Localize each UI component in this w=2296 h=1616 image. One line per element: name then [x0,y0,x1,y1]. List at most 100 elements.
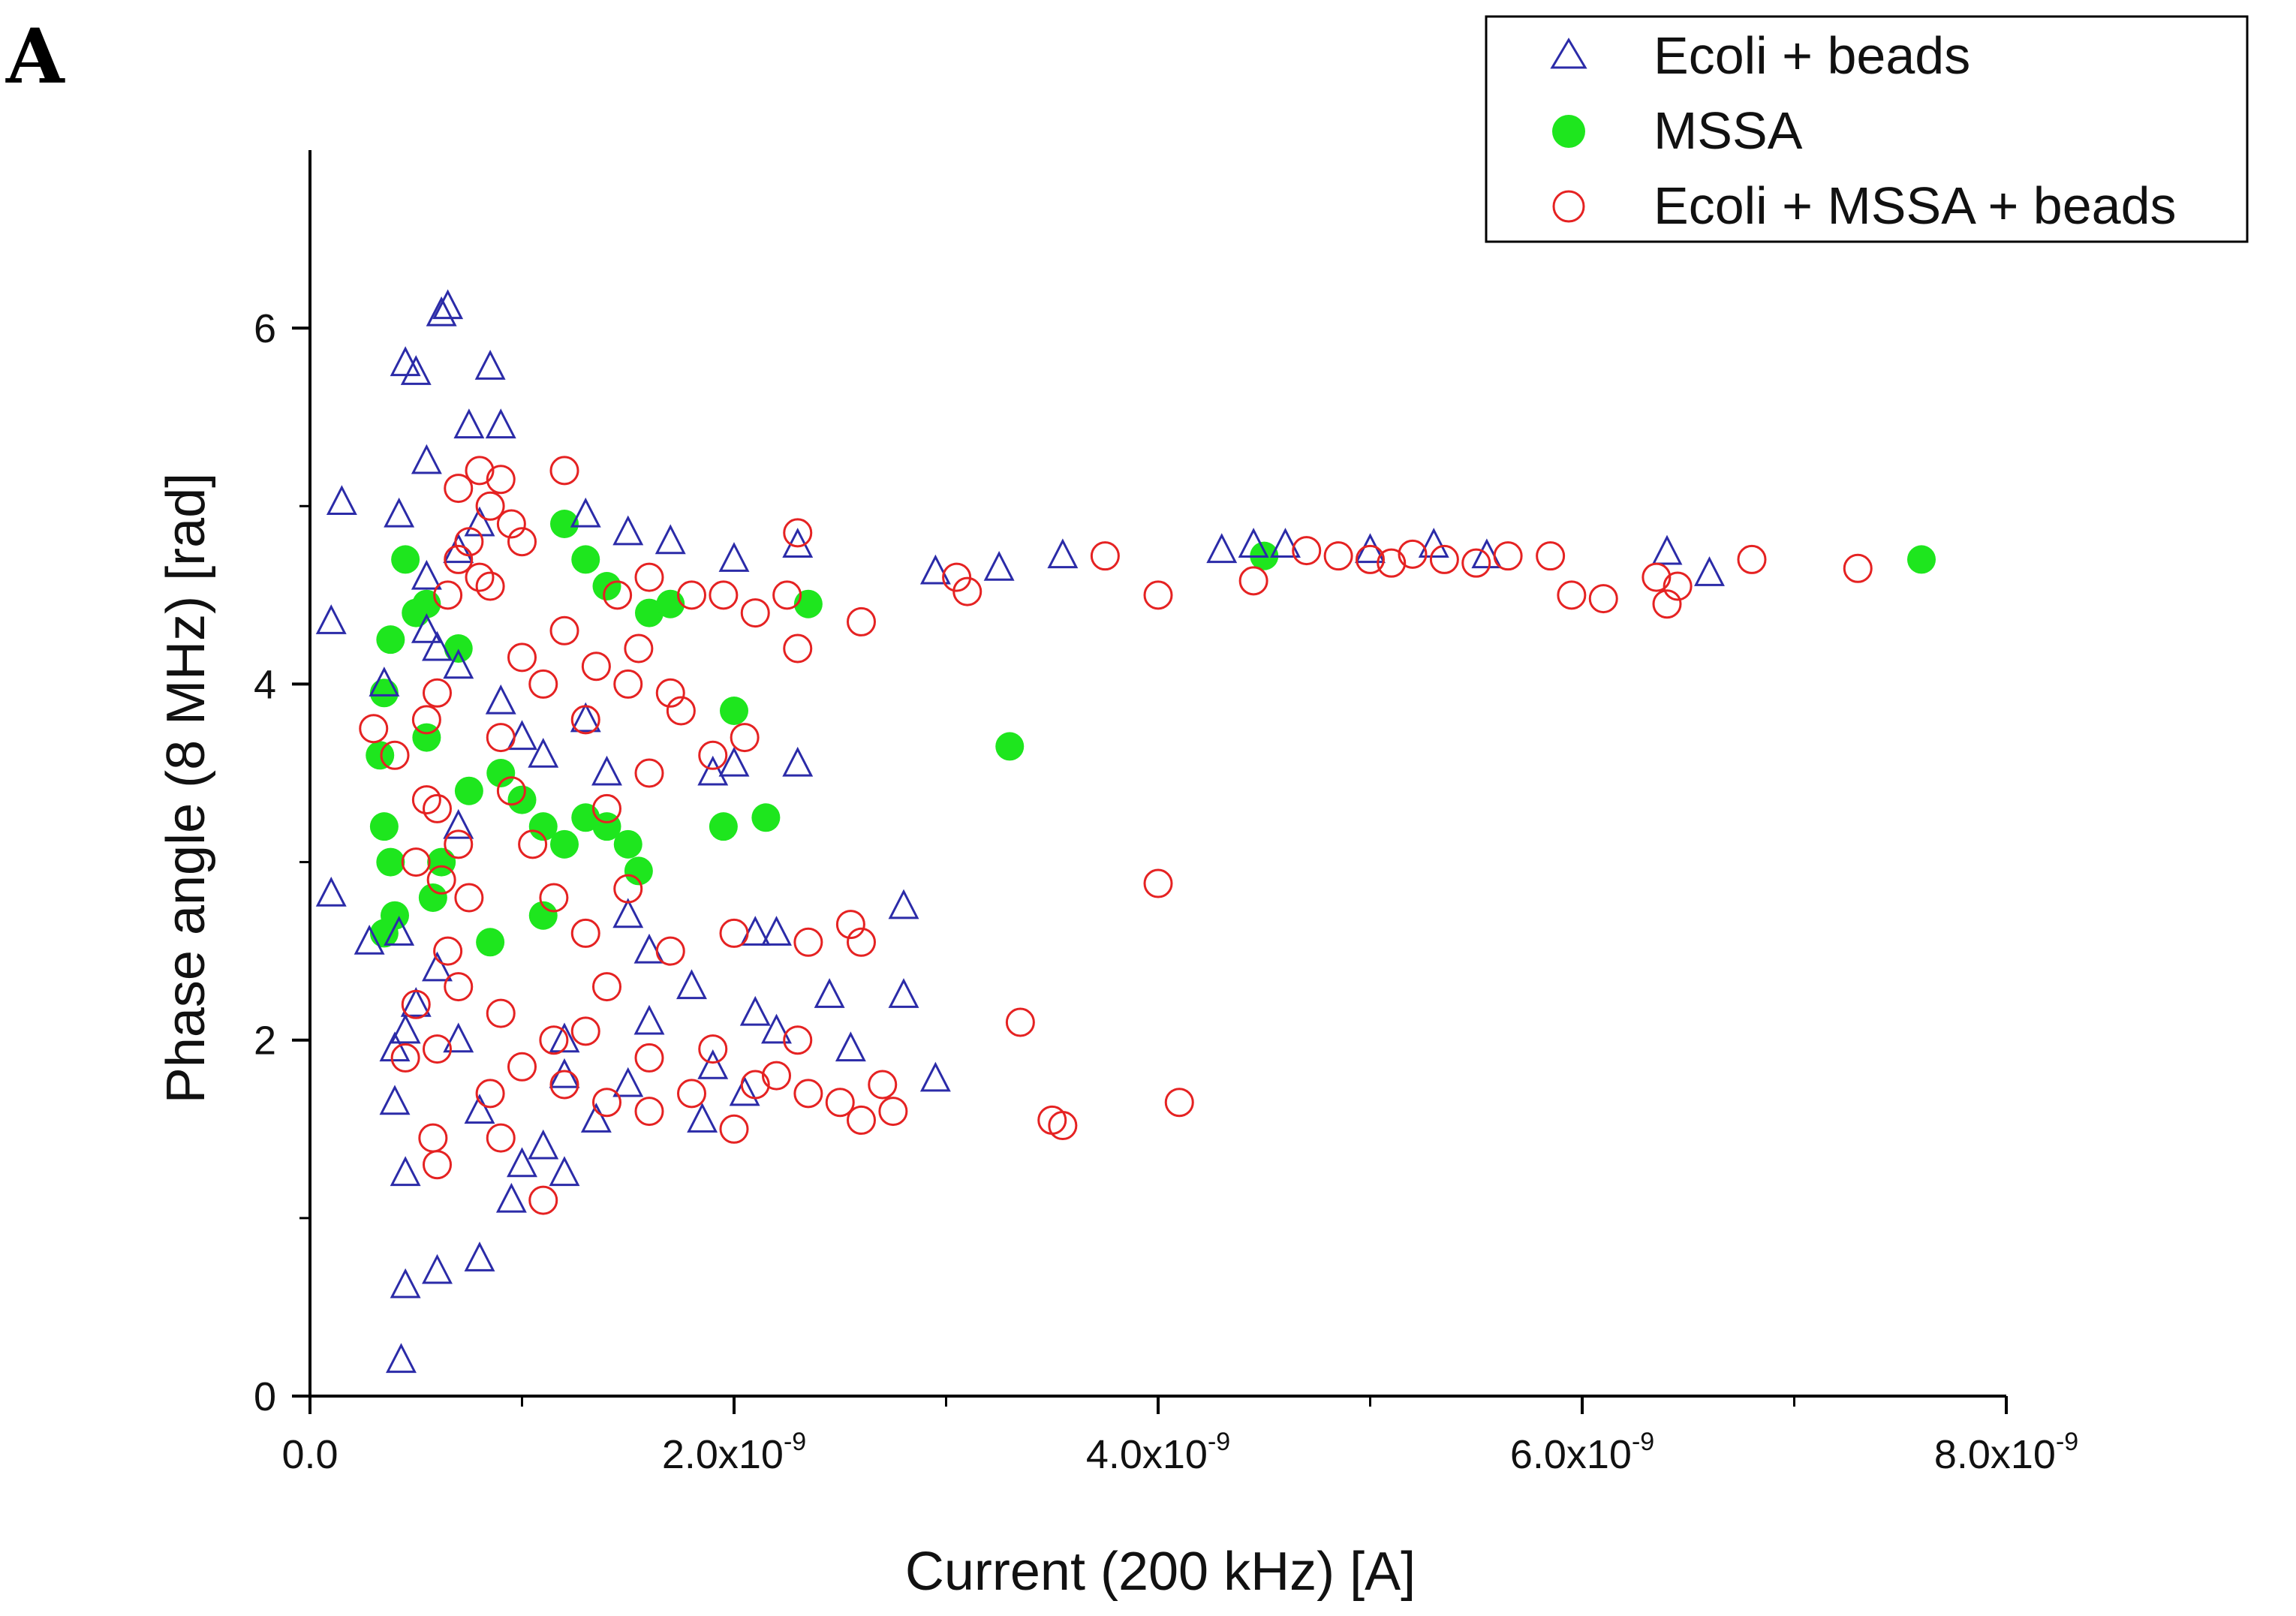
legend-label-mssa: MSSA [1654,101,1803,160]
point-mix [709,580,739,610]
point-mix [762,1061,791,1091]
point-mssa [369,919,399,948]
point-mix [1737,544,1767,574]
point-ecoli [432,289,464,320]
point-mix [825,1088,855,1118]
point-mix [634,562,664,592]
point-ecoli [570,702,601,733]
point-mix [1143,868,1173,898]
y-tick-label: 0 [254,1374,276,1419]
point-ecoli [528,1129,559,1160]
point-mix [655,936,685,966]
point-mix [719,918,749,948]
point-ecoli [443,808,474,839]
point-mssa [528,812,558,841]
point-mix [423,1150,452,1180]
point-ecoli [1694,556,1725,586]
point-mix [613,669,643,699]
x-tick-label: 6.0x10-9 [1510,1428,1654,1477]
point-mix [433,936,463,966]
point-mix [1652,589,1682,619]
point-mix [677,1079,706,1109]
point-mix [1292,536,1322,566]
point-ecoli [718,542,750,572]
point-mix [411,705,441,735]
point-mix [486,465,516,495]
point-mix [847,927,876,957]
point-mix [847,1105,876,1135]
point-mix [549,615,579,645]
point-mix [359,714,389,744]
point-mssa [613,829,642,859]
point-mix [475,571,505,601]
point-mix [740,598,770,628]
point-mix [581,652,611,682]
point-ecoli [729,1076,760,1106]
point-mix [634,1043,664,1073]
point-ecoli [390,1013,421,1044]
point-ecoli [549,1156,580,1187]
point-mix [423,678,452,708]
point-mix [1429,544,1459,574]
point-ecoli [1238,528,1269,558]
legend: Ecoli + beads MSSA Ecoli + MSSA + beads [1485,15,2249,243]
point-mssa [376,847,405,877]
point-mix [549,456,579,486]
point-mssa [550,829,579,859]
point-ecoli [1047,538,1079,569]
point-ecoli [697,1049,729,1079]
point-mix [1588,584,1618,614]
point-ecoli [426,296,457,327]
point-mssa [1907,545,1936,574]
point-mix [411,785,441,815]
point-mix [1461,548,1491,578]
series-mssa [366,510,1936,957]
point-ecoli [612,898,644,928]
point-mix [401,847,431,877]
point-ecoli [814,978,845,1008]
point-ecoli [453,408,485,439]
point-ecoli [315,604,347,634]
point-mix [486,723,516,753]
legend-label-ecoli: Ecoli + beads [1654,26,1970,85]
point-ecoli [507,1147,537,1178]
point-mix [507,642,537,673]
point-ecoli [443,1022,474,1053]
point-mssa [418,883,447,912]
point-ecoli [1206,533,1238,564]
point-mix [1536,541,1566,571]
point-mssa [751,803,781,832]
point-mix [719,1114,749,1144]
x-tick-label: 2.0x10-9 [662,1428,806,1477]
point-mssa [369,812,399,841]
point-mix [634,1097,664,1127]
x-tick-label: 0.0 [281,1432,338,1477]
point-mix [444,972,474,1002]
point-ecoli [379,1085,411,1115]
data-markers [315,289,1936,1374]
point-ecoli [580,1103,612,1133]
point-mssa [571,545,600,574]
point-ecoli [384,497,415,528]
point-ecoli [400,987,432,1017]
point-mix [1037,1105,1067,1135]
point-mix [518,829,548,859]
point-ecoli [464,1094,495,1124]
point-ecoli [1270,528,1301,558]
point-mix [454,883,484,913]
point-ecoli [782,746,814,777]
point-ecoli [612,515,644,546]
y-tick-label: 2 [254,1019,276,1064]
point-mix [423,1034,452,1064]
point-ecoli [761,1013,792,1044]
point-mix [549,1070,579,1100]
point-mix [772,580,802,610]
point-ecoli [485,684,516,715]
point-ecoli [888,978,919,1008]
point-mix [486,998,516,1028]
point-mix [868,1070,898,1100]
point-mix [426,865,456,895]
point-ecoli [390,346,421,377]
point-mix [952,576,982,606]
